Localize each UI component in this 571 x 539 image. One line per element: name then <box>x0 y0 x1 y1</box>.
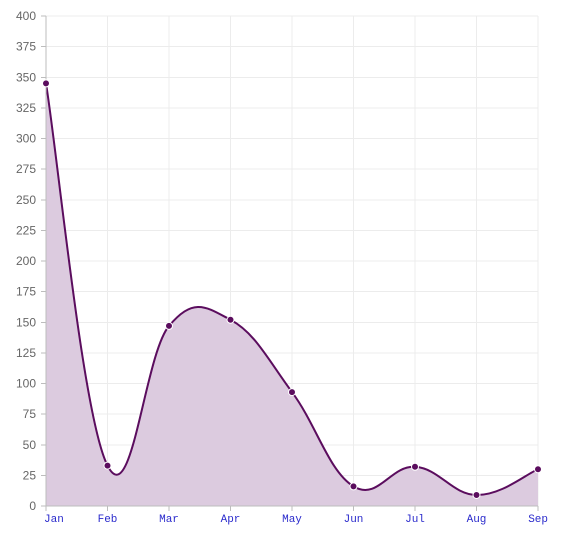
x-tick-label: Jan <box>44 514 64 526</box>
x-tick-label: May <box>282 514 302 526</box>
data-point-jan[interactable] <box>42 79 50 88</box>
x-tick-label: Aug <box>467 514 487 526</box>
x-tick-label: Mar <box>159 514 179 526</box>
y-tick-label: 250 <box>16 193 36 207</box>
x-tick-label: Apr <box>221 514 241 526</box>
y-axis-ticks: 0 25 50 75 100 125 150 175 200 225 250 275 300 325 350… <box>16 9 36 513</box>
y-tick-label: 125 <box>16 346 36 360</box>
y-tick-label: 275 <box>16 162 36 176</box>
y-tick-label: 200 <box>16 254 36 268</box>
grid <box>46 15 539 506</box>
x-tick-label: Sep <box>528 514 548 526</box>
y-tick-label: 375 <box>16 40 36 54</box>
y-tick-label: 325 <box>16 101 36 115</box>
data-point-jul[interactable] <box>411 462 419 471</box>
y-tick-label: 150 <box>16 315 36 329</box>
y-tick-label: 175 <box>16 285 36 299</box>
data-point-jun[interactable] <box>349 482 358 491</box>
y-tick-label: 75 <box>23 407 37 421</box>
y-tick-label: 225 <box>16 223 36 237</box>
y-tick-label: 50 <box>23 438 37 452</box>
y-tick-label: 0 <box>29 499 36 513</box>
x-tick-label: Feb <box>98 514 118 526</box>
data-point-mar[interactable] <box>165 321 173 330</box>
data-point-sep[interactable] <box>534 465 542 474</box>
axes <box>41 15 539 511</box>
data-point-may[interactable] <box>288 388 296 397</box>
series-line <box>45 83 539 496</box>
data-point-feb[interactable] <box>103 461 112 470</box>
series-area <box>46 83 538 506</box>
y-tick-label: 300 <box>16 132 36 146</box>
y-tick-label: 400 <box>16 9 36 23</box>
x-tick-label: Jun <box>344 514 364 526</box>
x-tick-label: Jul <box>405 514 425 526</box>
y-tick-label: 25 <box>23 468 37 482</box>
y-tick-label: 350 <box>16 70 36 84</box>
y-tick-label: 100 <box>16 377 36 391</box>
data-point-aug[interactable] <box>472 490 481 499</box>
x-axis-ticks: Jan Feb Mar Apr May Jun Jul Aug Sep <box>44 514 548 526</box>
area-layer <box>45 83 539 506</box>
data-points <box>42 79 542 499</box>
data-point-apr[interactable] <box>226 315 235 324</box>
